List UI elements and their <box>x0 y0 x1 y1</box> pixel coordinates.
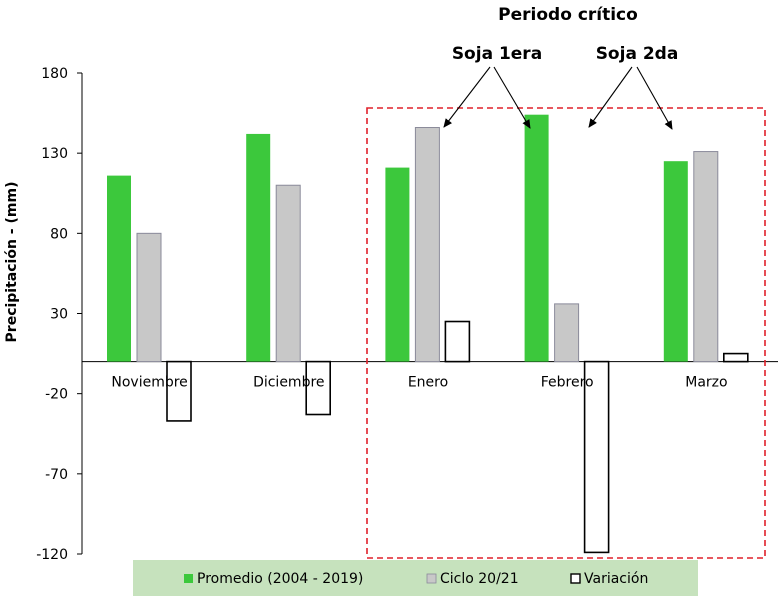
promedio-bar <box>246 133 271 362</box>
ciclo-bar <box>693 151 719 363</box>
critical-period-title: Periodo crítico <box>498 5 638 25</box>
legend-label-variacion: Variación <box>584 571 648 587</box>
variacion-bar <box>305 360 332 416</box>
legend-swatch-promedio <box>184 574 193 583</box>
promedio-bar <box>663 161 688 362</box>
y-tick-label: 180 <box>41 66 68 82</box>
y-tick-label: -120 <box>36 547 68 563</box>
category-labels: Noviembre Diciembre Enero Febrero Marzo <box>111 375 727 391</box>
arrow-soja2-febrero <box>588 66 633 128</box>
arrow-soja1-enero <box>443 66 491 128</box>
y-axis-label: Precipitación - (mm) <box>4 182 20 343</box>
legend-label-promedio: Promedio (2004 - 2019) <box>197 571 363 587</box>
ciclo-bar <box>414 127 440 363</box>
legend-label-ciclo: Ciclo 20/21 <box>440 571 519 587</box>
category-label: Febrero <box>541 375 594 391</box>
soja-2da-label: Soja 2da <box>596 44 679 64</box>
arrow-soja2-marzo <box>636 66 673 130</box>
variacion-bar <box>444 320 471 363</box>
y-tick-labels: 180 130 80 30 -20 -70 -120 <box>36 66 68 563</box>
category-label: Marzo <box>685 375 727 391</box>
promedio-bar <box>385 167 410 362</box>
ciclo-bar <box>136 232 162 363</box>
y-tick-label: 30 <box>50 307 68 323</box>
category-label: Noviembre <box>111 375 187 391</box>
variacion-bar <box>583 360 610 554</box>
ciclo-bar <box>275 184 301 363</box>
legend: Promedio (2004 - 2019) Ciclo 20/21 Varia… <box>133 560 698 596</box>
legend-background <box>133 560 698 596</box>
y-tick-label: 130 <box>41 146 68 162</box>
y-tick-label: 80 <box>50 226 68 242</box>
ciclo-bar <box>554 303 580 363</box>
promedio-bar <box>524 114 549 362</box>
soja-1era-label: Soja 1era <box>452 44 542 64</box>
bars <box>107 114 749 554</box>
variacion-bar <box>166 360 192 422</box>
y-tick-label: -70 <box>45 467 68 483</box>
y-tick-label: -20 <box>45 387 68 403</box>
critical-period-box <box>366 107 766 559</box>
legend-swatch-variacion <box>570 573 581 584</box>
arrow-soja1-febrero <box>493 66 531 129</box>
category-label: Diciembre <box>253 375 324 391</box>
promedio-bar <box>107 175 131 362</box>
category-label: Enero <box>408 375 448 391</box>
legend-swatch-ciclo <box>426 573 437 584</box>
variacion-bar <box>722 352 749 363</box>
